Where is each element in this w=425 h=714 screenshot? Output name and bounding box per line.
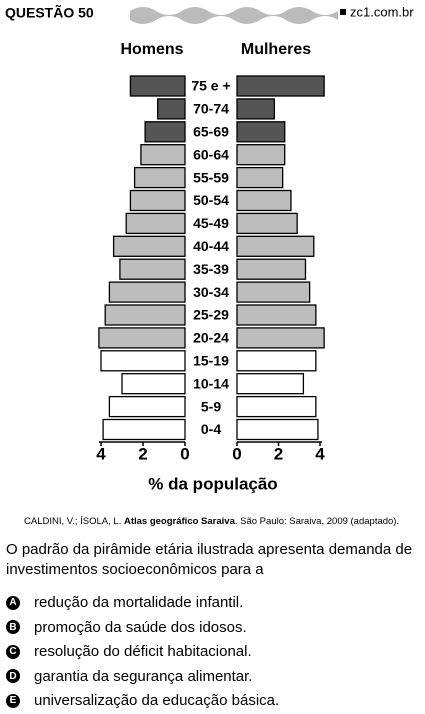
x-tick-label-left: 4 (96, 444, 106, 463)
x-tick-label-right: 2 (274, 444, 283, 463)
source: CALDINI, V.; ÍSOLA, L. Atlas geográfico … (24, 516, 399, 527)
chart: QUESTÃO 50 zc1.com.br Homens Mulheres % … (5, 4, 414, 494)
age-label: 40-44 (193, 238, 229, 254)
bar-women (236, 373, 305, 395)
bar-women (236, 418, 319, 441)
option-text: redução da mortalidade infantil. (34, 594, 244, 611)
age-label: 0-4 (201, 421, 221, 437)
bar-men (129, 189, 186, 212)
bar-men (102, 418, 186, 441)
age-label: 35-39 (193, 261, 229, 277)
bar-men (157, 98, 186, 120)
source-book: Atlas geográfico Saraiva (123, 516, 235, 527)
age-label: 55-59 (193, 169, 229, 185)
age-label: 45-49 (193, 215, 229, 231)
question: O padrão da pirâmide etária ilustrada ap… (6, 541, 413, 578)
bar-women (236, 235, 315, 257)
x-tick-label-right: 4 (315, 444, 325, 463)
bar-men (119, 258, 186, 280)
x-tick-label-left: 2 (138, 444, 147, 463)
bar-women (236, 395, 317, 418)
x-tick-label-left: 0 (180, 444, 189, 463)
bar-men (108, 281, 186, 303)
option-letter: E (6, 693, 20, 708)
age-label: 10-14 (193, 375, 229, 391)
option-letter: B (6, 620, 20, 634)
bar-men (140, 144, 186, 166)
bar-women (236, 281, 311, 303)
bar-men (121, 373, 186, 395)
source-authors: CALDINI, V.; ÍSOLA, L. (24, 516, 124, 527)
age-label: 25-29 (193, 307, 229, 323)
option-letter: D (6, 669, 20, 683)
women-title: Mulheres (241, 41, 311, 58)
bar-women (236, 75, 325, 97)
bar-women (236, 98, 275, 120)
bar-women (236, 121, 286, 143)
option-text: resolução do déficit habitacional. (34, 643, 252, 660)
age-label: 20-24 (193, 330, 229, 346)
site: zc1.com.br (350, 4, 414, 19)
age-label: 60-64 (193, 146, 229, 162)
bar-men (100, 350, 186, 372)
age-label: 50-54 (193, 192, 229, 208)
option-letter: C (6, 644, 20, 659)
bar-men (108, 395, 186, 418)
age-label: 5-9 (201, 398, 221, 414)
bar-men (133, 166, 186, 189)
source-rest: . São Paulo: Saraiva, 2009 (adaptado). (234, 516, 400, 527)
bar-men (144, 121, 186, 143)
bar-women (236, 258, 307, 280)
option-text: promoção da saúde dos idosos. (34, 618, 247, 636)
x-tick-label-right: 0 (232, 444, 241, 463)
bar-men (125, 212, 186, 235)
age-label: 30-34 (193, 284, 229, 300)
age-label: 15-19 (193, 353, 229, 369)
option-text: universalização da educação básica. (34, 692, 280, 709)
bar-women (236, 327, 325, 349)
wave-decoration (130, 7, 338, 24)
bar-women (236, 212, 298, 235)
option-letter: A (6, 595, 20, 610)
option-text: garantia da segurança alimentar. (34, 667, 253, 685)
bar-men (112, 235, 186, 257)
age-label: 70-74 (193, 101, 229, 117)
question-title: QUESTÃO 50 (5, 4, 94, 21)
age-label: 75 e + (191, 78, 230, 94)
bar-women (236, 304, 317, 326)
bar-men (98, 327, 186, 349)
bar-women (236, 189, 292, 212)
bar-women (236, 166, 284, 189)
bar-women (236, 350, 317, 372)
men-title: Homens (120, 41, 183, 58)
x-axis-label: % da população (148, 474, 277, 493)
site-icon (340, 9, 346, 15)
bar-men (129, 75, 186, 97)
age-label: 65-69 (193, 124, 229, 140)
bar-women (236, 144, 286, 166)
bar-men (104, 304, 186, 326)
